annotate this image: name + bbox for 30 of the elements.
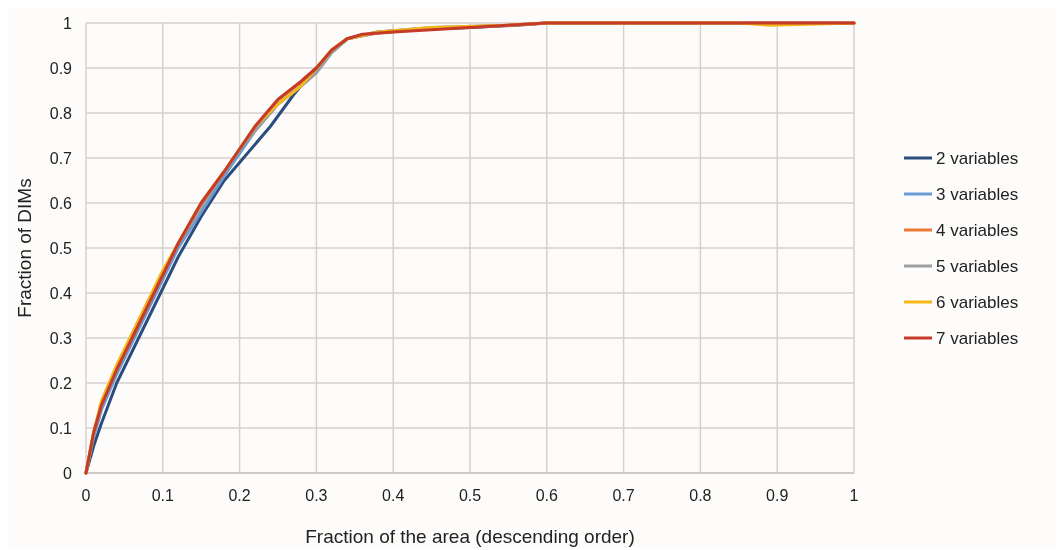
x-tick-label: 0.1 [151,487,175,504]
y-tick-label: 0.6 [49,195,73,212]
x-tick-label: 0.7 [612,487,635,504]
legend-label: 2 variables [936,149,1019,168]
y-tick-label: 0.9 [49,60,73,77]
x-tick-label: 0.6 [535,487,559,504]
x-tick-label: 0.5 [458,487,482,504]
legend-label: 6 variables [936,293,1019,312]
y-axis-title: Fraction of DIMs [14,178,35,318]
y-tick-label: 0.8 [49,105,73,122]
y-tick-label: 0.2 [49,375,73,392]
y-tick-label: 0 [63,465,73,482]
y-tick-label: 0.4 [49,285,73,302]
x-axis-title: Fraction of the area (descending order) [305,526,635,547]
y-tick-label: 0.5 [49,240,73,257]
legend-label: 3 variables [936,185,1019,204]
y-tick-label: 0.3 [49,330,73,347]
x-tick-label: 0.3 [305,487,328,504]
y-tick-label: 1 [63,15,73,32]
legend-label: 5 variables [936,257,1019,276]
x-tick-label: 0 [81,487,91,504]
y-tick-label: 0.1 [49,420,73,437]
x-tick-label: 0.9 [766,487,789,504]
legend-label: 4 variables [936,221,1019,240]
x-tick-label: 1 [849,487,859,504]
x-tick-label: 0.4 [382,487,405,504]
y-tick-label: 0.7 [49,150,73,167]
legend-label: 7 variables [936,329,1019,348]
x-tick-label: 0.8 [689,487,712,504]
x-tick-label: 0.2 [228,487,251,504]
